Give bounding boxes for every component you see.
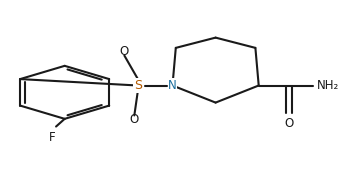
Text: O: O	[130, 113, 139, 126]
Text: O: O	[284, 117, 293, 130]
Text: F: F	[49, 131, 55, 144]
Text: NH₂: NH₂	[317, 79, 339, 92]
Text: N: N	[168, 79, 177, 92]
Text: O: O	[120, 45, 129, 58]
Text: S: S	[134, 79, 142, 92]
